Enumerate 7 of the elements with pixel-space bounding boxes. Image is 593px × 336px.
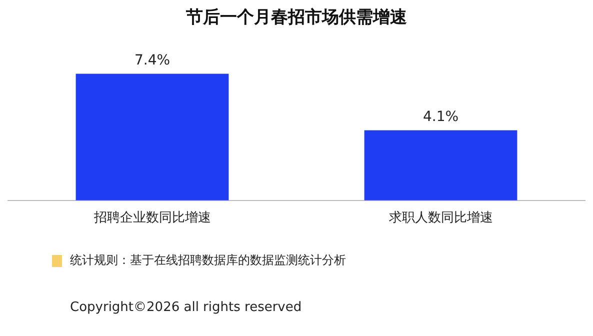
x-tick-label: 求职人数同比增速 (388, 210, 493, 226)
x-tick-label: 招聘企业数同比增速 (92, 210, 211, 226)
data-label: 7.4% (134, 52, 170, 68)
data-label: 4.1% (422, 108, 459, 125)
chart-title: 节后一个月春招市场供需增速 (185, 8, 407, 28)
text: 统计规则：基于在线招聘数据库的数据监测统计分析 (70, 252, 346, 269)
text: Copyright©2026 all rights reserved (70, 300, 302, 315)
